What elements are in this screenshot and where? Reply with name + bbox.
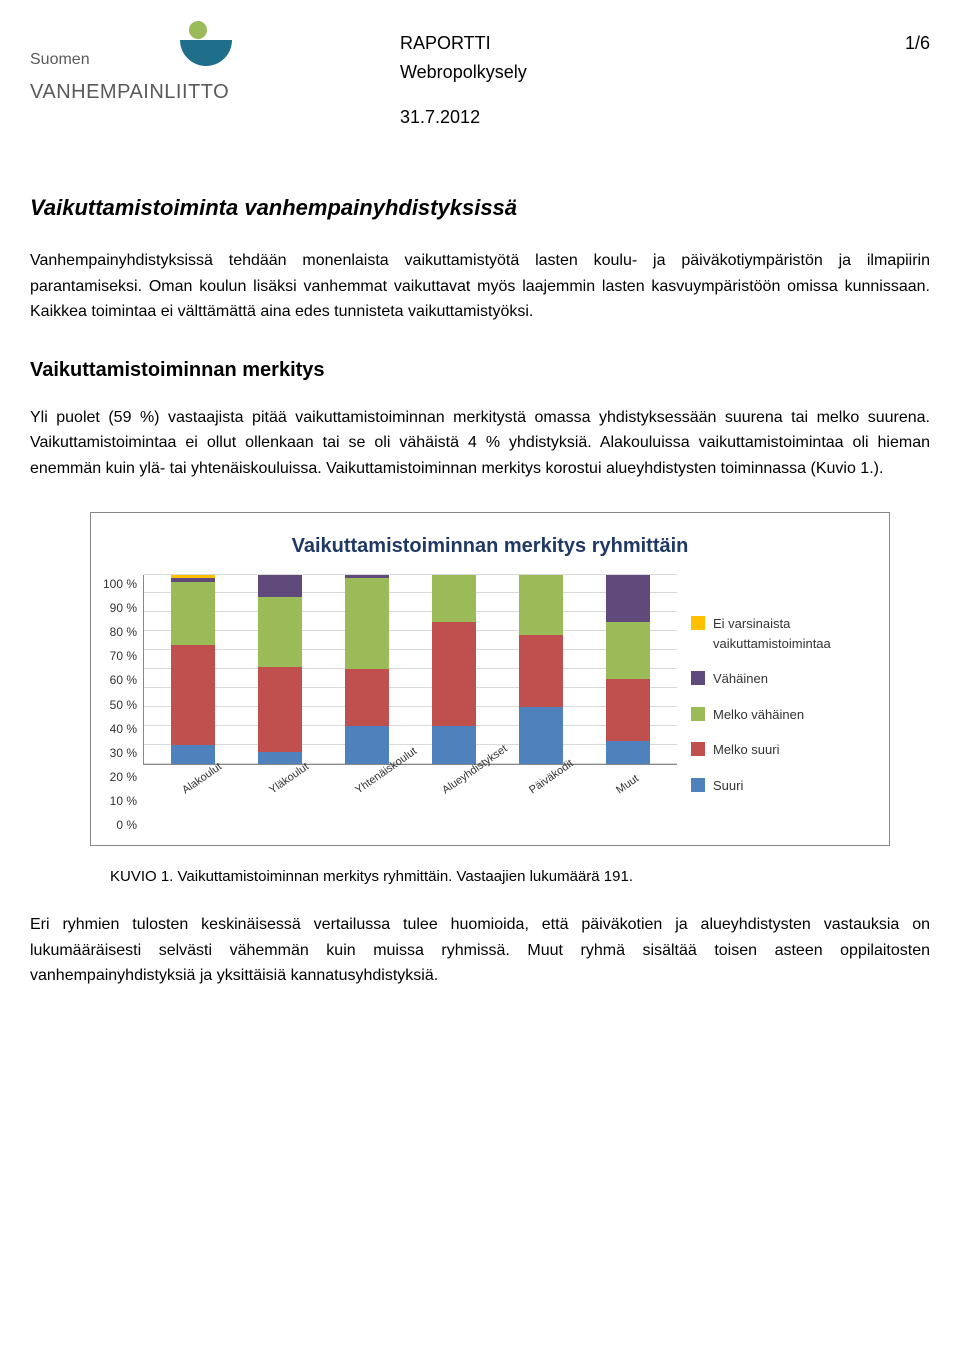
- bar-segment: [432, 726, 476, 764]
- bar-yläkoulut: [258, 575, 302, 764]
- y-tick-label: 40 %: [110, 720, 137, 738]
- chart-legend: Ei varsinaista vaikuttamistoimintaa Vähäi…: [677, 575, 877, 835]
- y-tick-label: 20 %: [110, 768, 137, 786]
- y-tick-label: 10 %: [110, 792, 137, 810]
- legend-item: Melko vähäinen: [691, 705, 877, 725]
- figure-caption: KUVIO 1. Vaikuttamistoiminnan merkitys r…: [110, 866, 930, 889]
- chart-bars: [144, 575, 677, 764]
- x-tick-label: Alueyhdistykset: [439, 759, 485, 798]
- x-tick-label: Päiväkodit: [526, 759, 572, 798]
- bar-segment: [606, 741, 650, 764]
- bar-segment: [345, 669, 389, 726]
- bar-yhtenäiskoulut: [345, 575, 389, 764]
- bar-segment: [258, 667, 302, 752]
- legend-label: Vähäinen: [713, 669, 768, 689]
- x-tick-label: Alakoulut: [179, 759, 225, 798]
- chart-y-axis: 100 % 90 % 80 % 70 % 60 % 50 % 40 % 30 % 20 % 10 …: [103, 575, 143, 835]
- report-date: 31.7.2012: [400, 104, 930, 131]
- bar-alueyhdistykset: [432, 575, 476, 764]
- legend-label: Ei varsinaista vaikuttamistoimintaa: [713, 614, 877, 653]
- section-heading-1: Vaikuttamistoiminnan merkitys: [30, 355, 930, 385]
- bar-segment: [519, 707, 563, 764]
- y-tick-label: 90 %: [110, 599, 137, 617]
- y-tick-label: 60 %: [110, 671, 137, 689]
- report-subtitle: Webropolkysely: [400, 59, 930, 86]
- bar-segment: [258, 575, 302, 598]
- bar-segment: [258, 752, 302, 763]
- bar-päiväkodit: [519, 575, 563, 764]
- bar-segment: [432, 575, 476, 622]
- bar-muut: [606, 575, 650, 764]
- chart-body: 100 % 90 % 80 % 70 % 60 % 50 % 40 % 30 % 20 % 10 …: [103, 575, 877, 835]
- closing-paragraph: Eri ryhmien tulosten keskinäisessä verta…: [30, 912, 930, 989]
- bar-segment: [345, 726, 389, 764]
- legend-swatch: [691, 616, 705, 630]
- chart-title: Vaikuttamistoiminnan merkitys ryhmittäin: [103, 531, 877, 561]
- y-tick-label: 0 %: [116, 816, 137, 834]
- logo-svg: Suomen VANHEMPAINLIITTO: [30, 20, 260, 110]
- x-tick-label: Yläkoulut: [266, 759, 312, 798]
- page-number: 1/6: [905, 30, 930, 57]
- intro-paragraph: Vanhempainyhdistyksissä tehdään monenlai…: [30, 248, 930, 325]
- bar-segment: [171, 745, 215, 764]
- legend-item: Vähäinen: [691, 669, 877, 689]
- bar-segment: [171, 582, 215, 644]
- y-tick-label: 100 %: [103, 575, 137, 593]
- y-tick-label: 70 %: [110, 647, 137, 665]
- legend-item: Ei varsinaista vaikuttamistoimintaa: [691, 614, 877, 653]
- document-title: Vaikuttamistoiminta vanhempainyhdistyksi…: [30, 191, 930, 224]
- legend-swatch: [691, 707, 705, 721]
- x-tick-label: Yhtenäiskoulut: [352, 759, 398, 798]
- y-tick-label: 50 %: [110, 696, 137, 714]
- chart-container: Vaikuttamistoiminnan merkitys ryhmittäin…: [90, 512, 890, 846]
- section1-paragraph: Yli puolet (59 %) vastaajista pitää vaik…: [30, 405, 930, 482]
- logo-text-top: Suomen: [30, 51, 90, 68]
- legend-label: Suuri: [713, 776, 743, 796]
- bar-segment: [606, 622, 650, 679]
- bar-alakoulut: [171, 575, 215, 764]
- legend-label: Melko suuri: [713, 740, 779, 760]
- legend-item: Melko suuri: [691, 740, 877, 760]
- bar-segment: [345, 578, 389, 669]
- bar-segment: [519, 635, 563, 707]
- bar-segment: [258, 597, 302, 667]
- page-header: Suomen VANHEMPAINLIITTO RAPORTTI 1/6 Web…: [30, 20, 930, 131]
- report-label: RAPORTTI: [400, 30, 491, 57]
- legend-label: Melko vähäinen: [713, 705, 804, 725]
- org-logo: Suomen VANHEMPAINLIITTO: [30, 20, 280, 110]
- bar-segment: [432, 622, 476, 726]
- legend-swatch: [691, 742, 705, 756]
- bar-segment: [606, 575, 650, 622]
- chart-x-labels: AlakoulutYläkoulutYhtenäiskoulutAlueyhdi…: [143, 765, 677, 788]
- y-tick-label: 80 %: [110, 623, 137, 641]
- bar-segment: [519, 575, 563, 635]
- x-tick-label: Muut: [613, 759, 659, 798]
- bar-segment: [606, 679, 650, 741]
- chart-plot-area: [143, 575, 677, 765]
- bar-segment: [171, 645, 215, 745]
- legend-item: Suuri: [691, 776, 877, 796]
- logo-text-bottom: VANHEMPAINLIITTO: [30, 81, 229, 103]
- legend-swatch: [691, 671, 705, 685]
- header-meta: RAPORTTI 1/6 Webropolkysely 31.7.2012: [280, 20, 930, 131]
- legend-swatch: [691, 778, 705, 792]
- y-tick-label: 30 %: [110, 744, 137, 762]
